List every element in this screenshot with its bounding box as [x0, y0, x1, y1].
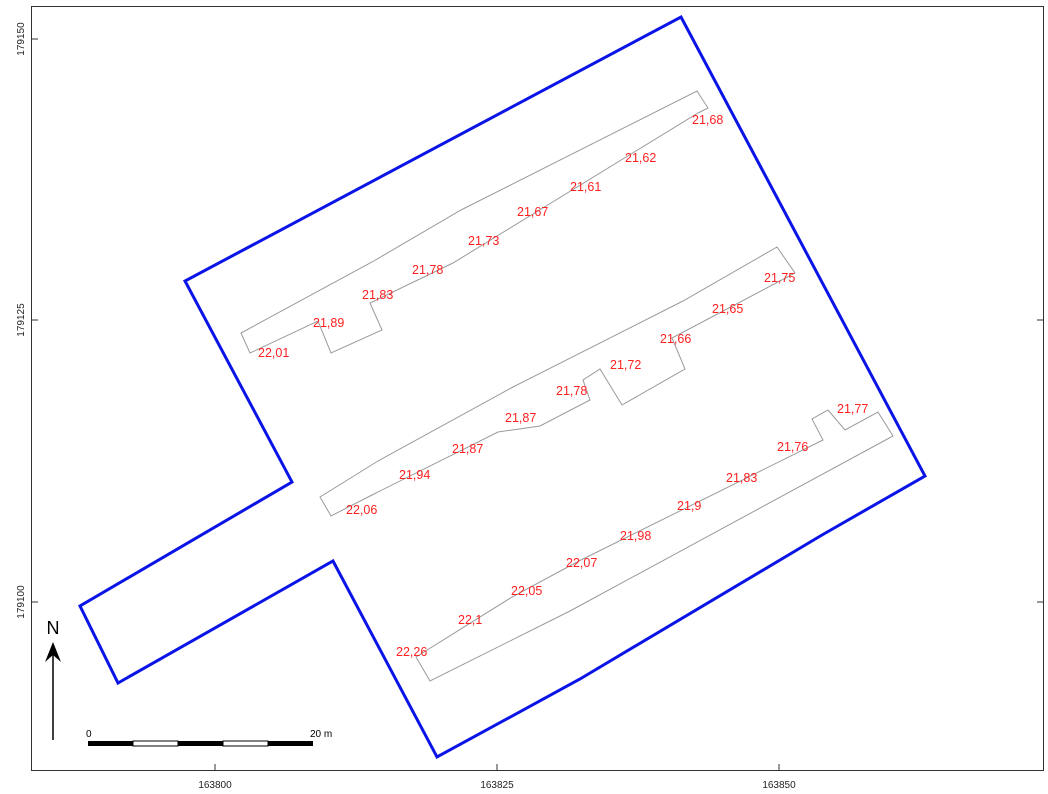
elevation-label: 21,68: [692, 113, 723, 127]
elevation-label: 21,76: [777, 440, 808, 454]
elevation-label: 22,07: [566, 556, 597, 570]
x-tick-label: 163825: [480, 780, 514, 791]
trench-outline-1: [240, 90, 709, 354]
x-tick-label: 163850: [762, 780, 796, 791]
trench-outline-3: [415, 409, 894, 682]
elevation-label: 22,06: [346, 503, 377, 517]
elevation-label: 22,01: [258, 346, 289, 360]
elevation-label: 22,1: [458, 613, 482, 627]
north-arrow-icon: N: [45, 618, 61, 740]
elevation-label: 21,65: [712, 302, 743, 316]
scale-segment: [268, 741, 313, 746]
elevation-label: 21,9: [677, 499, 701, 513]
y-tick-label: 179150: [16, 22, 27, 56]
elevation-label: 21,62: [625, 151, 656, 165]
scale-bar: 0 20 m: [86, 729, 332, 747]
trench-outline-2: [319, 246, 796, 517]
elevation-label: 21,83: [726, 471, 757, 485]
y-tick-label: 179100: [16, 585, 27, 619]
elevation-label: 21,98: [620, 529, 651, 543]
elevation-label: 21,89: [313, 316, 344, 330]
elevation-label: 21,67: [517, 205, 548, 219]
elevation-label: 21,66: [660, 332, 691, 346]
north-arrow-label: N: [47, 618, 60, 638]
scale-segment: [222, 740, 269, 747]
y-tick-label: 179125: [16, 303, 27, 337]
map-frame: [31, 6, 1044, 771]
elevation-label: 21,83: [362, 288, 393, 302]
elevation-label: 21,72: [610, 358, 641, 372]
elevation-label: 21,73: [468, 234, 499, 248]
scale-segment: [132, 740, 179, 747]
elevation-label: 21,77: [837, 402, 868, 416]
elevation-label: 22,26: [396, 645, 427, 659]
elevation-label: 21,87: [505, 411, 536, 425]
site-boundary: [78, 14, 928, 760]
x-tick-label: 163800: [198, 780, 232, 791]
elevation-label: 21,75: [764, 271, 795, 285]
elevation-label: 22,05: [511, 584, 542, 598]
elevation-label: 21,78: [412, 263, 443, 277]
scale-bar-end-label: 20 m: [310, 729, 332, 740]
scale-bar-start-label: 0: [86, 729, 92, 740]
elevation-label: 21,61: [570, 180, 601, 194]
scale-segment: [88, 741, 133, 746]
elevation-label: 21,87: [452, 442, 483, 456]
elevation-label: 21,94: [399, 468, 430, 482]
elevation-label: 21,78: [556, 384, 587, 398]
scale-segment: [178, 741, 223, 746]
